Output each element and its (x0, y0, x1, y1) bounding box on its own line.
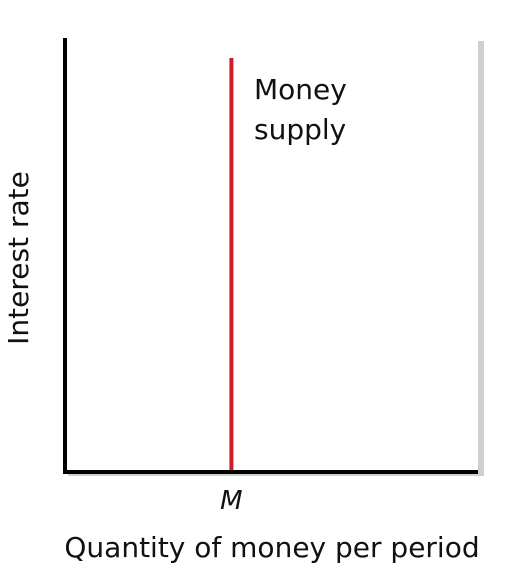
plot-area (65, 38, 478, 472)
tick-layer: M (220, 486, 242, 516)
money-supply-label: Money supply (254, 73, 356, 146)
money-supply-label-line-1: Money (254, 73, 347, 106)
x-axis-title: Quantity of money per period (64, 531, 479, 564)
x-tick-label: M (220, 486, 242, 516)
money-supply-label-line-2: supply (254, 113, 346, 146)
y-axis-title: Interest rate (2, 171, 35, 345)
